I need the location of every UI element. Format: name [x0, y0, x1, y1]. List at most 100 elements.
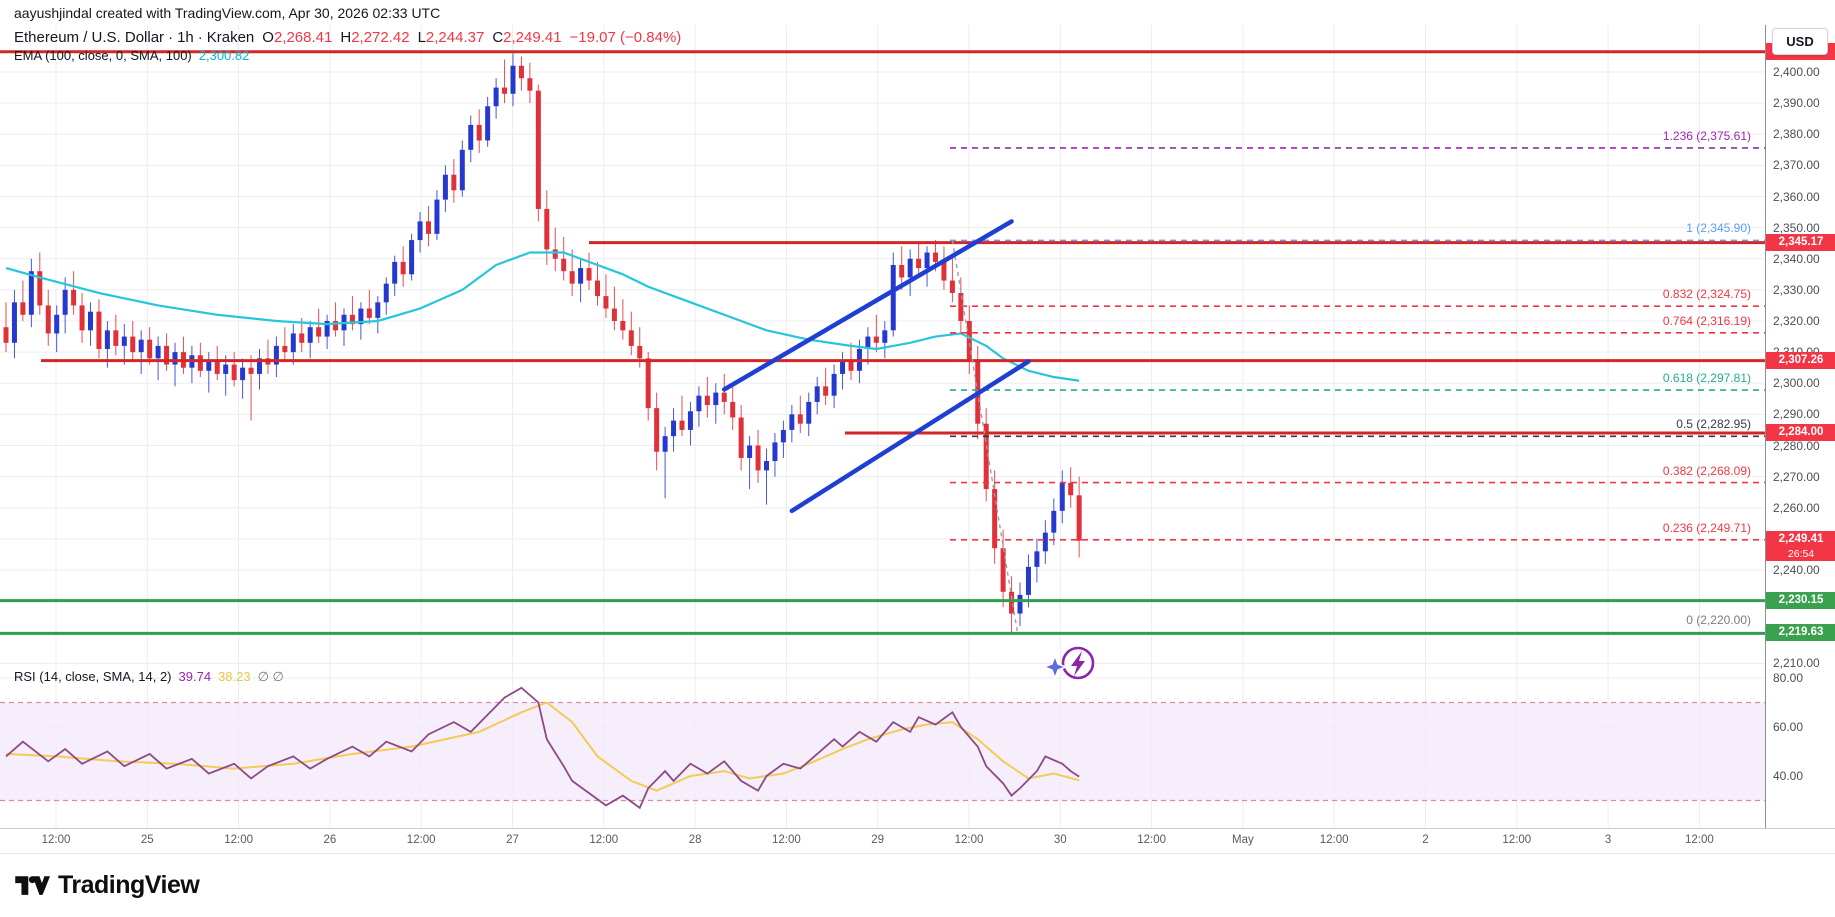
candle-down: [96, 311, 102, 350]
candle-up: [417, 221, 423, 241]
candle-up: [662, 436, 668, 452]
candle-down: [654, 408, 660, 452]
candle-up: [155, 345, 161, 359]
candle-down: [231, 364, 237, 381]
candle-down: [983, 423, 989, 490]
candle-down: [603, 296, 609, 309]
candle-up: [375, 302, 381, 318]
candle-down: [1068, 482, 1074, 496]
time-tick-label: 12:00: [772, 834, 801, 846]
fib-label-0.382[interactable]: 0.382 (2,268.09): [1662, 463, 1751, 478]
time-tick-label: 12:00: [1502, 834, 1532, 846]
candle-up: [54, 314, 60, 334]
sparkle-icon: [1041, 653, 1069, 681]
candle-down: [282, 345, 288, 353]
symbol-legend[interactable]: Ethereum / U.S. Dollar · 1h · Kraken O2,268.4…: [14, 29, 681, 46]
candle-up: [772, 442, 778, 462]
candle-down: [451, 174, 457, 191]
candle-down: [992, 489, 998, 549]
price-level-badge[interactable]: 2,307.26: [1766, 351, 1835, 369]
current-price-badge[interactable]: 2,249.41 26:54: [1766, 530, 1835, 561]
candle-up: [1025, 566, 1031, 595]
candle-down: [316, 327, 322, 337]
currency-button[interactable]: USD: [1772, 28, 1828, 55]
price-level-badge[interactable]: 2,345.17: [1766, 233, 1835, 251]
candle-down: [552, 249, 558, 259]
time-tick-label: 3: [1604, 834, 1612, 846]
candle-down: [544, 208, 550, 250]
candle-down: [113, 330, 119, 346]
price-tick-label: 2,350.00: [1773, 220, 1820, 235]
fib-label-0.832[interactable]: 0.832 (2,324.75): [1662, 287, 1751, 302]
candle-up: [434, 199, 440, 234]
candle-down: [197, 355, 203, 371]
tradingview-logo[interactable]: TradingView: [14, 870, 200, 900]
fib-label-1.236[interactable]: 1.236 (2,375.61): [1662, 128, 1751, 143]
fib-label-0[interactable]: 0 (2,220.00): [1686, 613, 1751, 628]
fib-label-0.236[interactable]: 0.236 (2,249.71): [1662, 520, 1751, 535]
candle-down: [933, 252, 938, 262]
symbol-title[interactable]: Ethereum / U.S. Dollar: [14, 29, 165, 46]
price-tick-label: 2,340.00: [1773, 251, 1820, 266]
candle-up: [907, 258, 913, 278]
candle-down: [620, 321, 626, 331]
candle-down: [147, 339, 153, 359]
price-tick-label: 2,330.00: [1773, 282, 1820, 297]
candle-up: [273, 345, 279, 365]
time-tick-label: 12:00: [1685, 834, 1714, 846]
magic-lightning-icon[interactable]: [1041, 646, 1095, 681]
rsi-tick-label: 80.00: [1773, 671, 1804, 685]
ema-label[interactable]: EMA (100, close, 0, SMA, 100): [14, 48, 192, 63]
price-tick-label: 2,320.00: [1773, 314, 1820, 328]
time-tick-label: 12:00: [589, 834, 619, 846]
candle-down: [738, 417, 744, 458]
rsi-tick-label: 40.00: [1773, 769, 1804, 783]
price-level-badge[interactable]: 2,219.63: [1766, 624, 1835, 642]
candle-down: [561, 258, 567, 272]
fib-levels[interactable]: [950, 147, 1765, 633]
trendline: [789, 359, 1031, 514]
time-tick-label: 26: [323, 834, 337, 846]
ema-line: [5, 251, 1080, 382]
interval-label[interactable]: 1h: [177, 29, 194, 46]
ohlc-high: H2,272.42: [340, 29, 410, 46]
price-change: −19.07 (−0.84%): [569, 29, 682, 46]
ema-indicator-legend[interactable]: EMA (100, close, 0, SMA, 100) 2,300.82: [14, 48, 249, 63]
separator-dot: ·: [197, 29, 203, 46]
fib-label-0.618[interactable]: 0.618 (2,297.81): [1662, 371, 1751, 386]
fib-baseline: [951, 240, 1019, 633]
candle-up: [307, 327, 313, 343]
candle-down: [20, 302, 26, 315]
candle-up: [383, 283, 389, 303]
price-level-badge[interactable]: 2,284.00: [1766, 424, 1835, 442]
candle-down: [333, 321, 339, 331]
price-axis[interactable]: USD 2,400.00 2,390.00 2,380.00 2,370.00 2,36…: [1765, 25, 1835, 852]
candle-up: [468, 124, 474, 150]
fib-label-1[interactable]: 1 (2,345.90): [1686, 221, 1751, 236]
candle-down: [130, 336, 136, 353]
fib-label-0.764[interactable]: 0.764 (2,316.19): [1662, 313, 1751, 328]
trend-channel[interactable]: [722, 219, 1031, 514]
ohlc-low: L2,244.37: [417, 29, 485, 46]
candle-down: [645, 358, 651, 409]
candle-down: [535, 90, 541, 209]
rsi-indicator-legend[interactable]: RSI (14, close, SMA, 14, 2) 39.74 38.23 ∅ ∅: [14, 669, 284, 685]
candle-down: [45, 305, 51, 334]
price-tick-label: 2,390.00: [1773, 96, 1820, 111]
time-axis[interactable]: 12:00 25 12:00 26 12:00 27 12:00 28 12:00 29 12:00…: [0, 828, 1835, 854]
fib-label-0.5[interactable]: 0.5 (2,282.95): [1676, 417, 1751, 432]
time-tick-label: 12:00: [224, 834, 253, 846]
candle-down: [349, 314, 355, 325]
candle-down: [797, 414, 803, 424]
candle-down: [704, 395, 710, 406]
time-tick-label: 27: [506, 834, 519, 846]
price-tick-label: 2,400.00: [1773, 65, 1820, 79]
horizontal-levels[interactable]: [0, 50, 1765, 635]
candle-up: [814, 386, 820, 402]
rsi-band: [0, 701, 1765, 802]
candle-down: [1000, 548, 1006, 592]
rsi-label[interactable]: RSI (14, close, SMA, 14, 2): [14, 669, 172, 684]
candle-down: [823, 386, 829, 396]
price-level-badge[interactable]: 2,230.15: [1766, 591, 1835, 609]
